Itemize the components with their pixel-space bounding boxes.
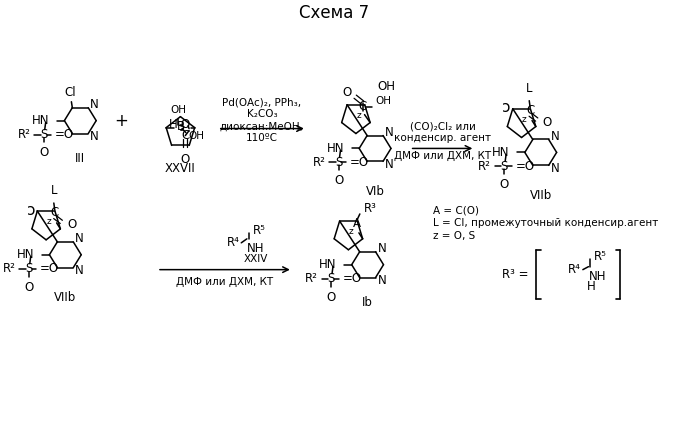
Text: S: S [327, 272, 335, 285]
Text: N: N [90, 130, 99, 143]
Text: VIIb: VIIb [55, 291, 76, 304]
Text: z: z [349, 227, 354, 236]
Text: R³ =: R³ = [502, 268, 528, 281]
Text: XXIV: XXIV [244, 254, 268, 264]
Text: III: III [75, 152, 85, 165]
Text: O: O [180, 154, 190, 166]
Text: Ib: Ib [362, 296, 373, 309]
Text: H: H [169, 118, 178, 131]
Text: +: + [115, 112, 129, 129]
Text: 110ºC: 110ºC [246, 133, 278, 144]
Text: HN: HN [32, 114, 50, 127]
Text: OH: OH [377, 80, 396, 93]
Text: O: O [180, 118, 190, 131]
Text: Pd(OAc)₂, PPh₃,: Pd(OAc)₂, PPh₃, [222, 98, 301, 108]
Text: N: N [385, 126, 394, 139]
Text: ɔ: ɔ [27, 203, 36, 218]
Text: O: O [542, 116, 552, 129]
Text: O: O [334, 174, 343, 187]
Text: VIIb: VIIb [530, 189, 552, 202]
Text: A: A [353, 218, 361, 230]
Text: N: N [75, 232, 84, 246]
Text: XXVII: XXVII [165, 162, 196, 175]
Text: z: z [180, 124, 185, 133]
Text: z = O, S: z = O, S [433, 231, 475, 241]
Text: S: S [335, 156, 343, 169]
Text: OH: OH [189, 131, 205, 141]
Text: R²: R² [312, 156, 326, 169]
Text: O: O [39, 147, 48, 160]
Text: C: C [359, 100, 367, 113]
Text: NH: NH [247, 242, 264, 255]
Text: NH: NH [589, 270, 606, 283]
Text: ɔ: ɔ [503, 100, 511, 115]
Text: S: S [40, 128, 48, 141]
Text: L = Cl, промежуточный конденсир.агент: L = Cl, промежуточный конденсир.агент [433, 218, 658, 228]
Text: R⁴: R⁴ [568, 263, 581, 276]
Text: O: O [500, 178, 509, 191]
Text: (CO)₂Cl₂ или: (CO)₂Cl₂ или [410, 122, 475, 132]
Text: O: O [343, 86, 352, 99]
Text: O: O [67, 218, 76, 231]
Text: OH: OH [376, 96, 391, 106]
Text: R²: R² [478, 160, 491, 173]
Text: N: N [377, 274, 386, 287]
Text: =O: =O [343, 272, 361, 285]
Text: L: L [526, 82, 533, 95]
Text: K₂CO₃: K₂CO₃ [247, 109, 278, 119]
Text: конденсир. агент: конденсир. агент [394, 133, 491, 144]
Text: Схема 7: Схема 7 [299, 4, 370, 22]
Text: N: N [90, 98, 99, 111]
Text: HN: HN [319, 258, 337, 271]
Text: N: N [75, 264, 84, 277]
Text: VIb: VIb [366, 184, 384, 198]
Text: Cl: Cl [64, 86, 76, 99]
Text: R⁴: R⁴ [226, 237, 239, 249]
Text: OH: OH [171, 105, 187, 115]
Text: R²: R² [305, 272, 318, 285]
Text: HN: HN [492, 146, 510, 159]
Text: A = C(O): A = C(O) [433, 205, 479, 215]
Text: диоксан:MeOH,: диоксан:MeOH, [220, 122, 304, 132]
Text: =O: =O [55, 128, 74, 141]
Text: O: O [24, 280, 34, 294]
Text: R³: R³ [363, 203, 377, 215]
Text: =O: =O [350, 156, 369, 169]
Text: =O: =O [515, 160, 535, 173]
Text: z: z [47, 218, 51, 227]
Text: HN: HN [17, 248, 34, 261]
Text: R⁵: R⁵ [594, 250, 607, 263]
Text: B: B [176, 120, 185, 133]
Text: S: S [500, 160, 508, 173]
Text: =O: =O [40, 262, 59, 275]
Text: N: N [377, 242, 386, 255]
Text: HN: HN [326, 142, 344, 155]
Text: N: N [385, 158, 394, 171]
Text: z: z [356, 111, 361, 120]
Text: ДМФ или ДХМ, КТ: ДМФ или ДХМ, КТ [394, 151, 491, 161]
Text: ДМФ или ДХМ, КТ: ДМФ или ДХМ, КТ [176, 276, 273, 286]
Text: z: z [522, 115, 527, 124]
Text: N: N [551, 130, 559, 143]
Text: S: S [25, 262, 32, 275]
Text: O: O [326, 291, 336, 304]
Text: C: C [50, 206, 59, 219]
Text: C: C [181, 129, 189, 142]
Text: N: N [551, 162, 559, 175]
Text: H: H [587, 280, 596, 293]
Text: R²: R² [3, 262, 15, 275]
Text: R²: R² [17, 128, 31, 141]
Text: L: L [50, 184, 57, 197]
Text: C: C [526, 104, 534, 117]
Text: R⁵: R⁵ [252, 224, 266, 237]
